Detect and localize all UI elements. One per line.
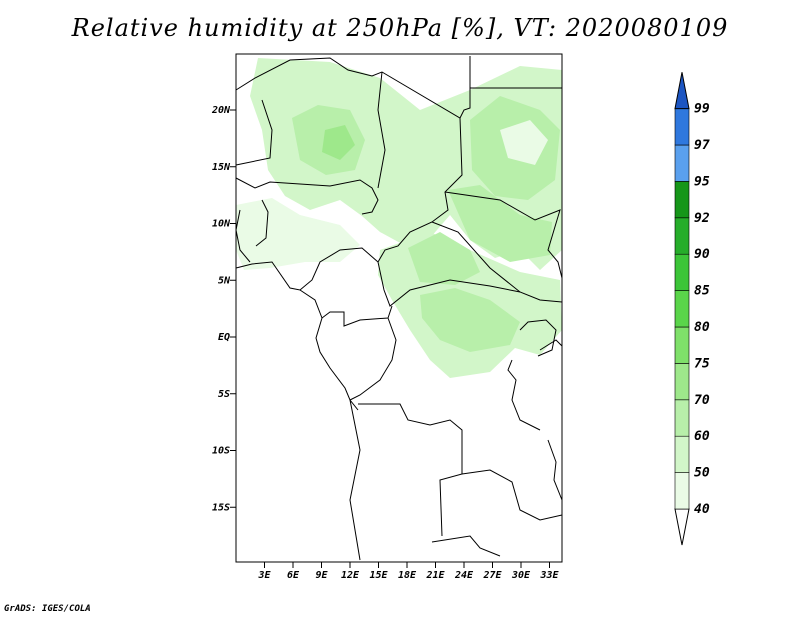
colorbar-label: 99 (694, 102, 710, 117)
lat-label: 5S (218, 389, 230, 400)
lon-label: 6E (287, 570, 300, 581)
latitude-axis: 20N 15N 10N 5N EQ 5S 10S 15S (211, 105, 236, 513)
colorbar-label: 90 (694, 247, 710, 262)
colorbar-label: 60 (694, 429, 710, 444)
colorbar-label: 97 (694, 138, 710, 153)
colorbar-label: 40 (694, 502, 710, 517)
humidity-core-central (408, 232, 480, 285)
grads-credit: GrADS: IGES/COLA (4, 604, 91, 614)
colorbar-label: 95 (694, 174, 710, 189)
colorbar-segment (674, 435, 690, 473)
lon-label: 33E (539, 570, 559, 581)
colorbar-segment (674, 326, 690, 364)
colorbar-lower-arrow (674, 508, 690, 546)
lon-label: 15E (369, 570, 388, 581)
borders (235, 56, 563, 561)
humidity-field (236, 58, 562, 378)
humidity-area-west (236, 198, 360, 270)
colorbar-upper-arrow (674, 72, 690, 110)
lat-label: 15S (212, 502, 230, 513)
lat-label: 20N (211, 105, 231, 116)
lat-label: 5N (218, 275, 231, 286)
colorbar-label: 80 (694, 320, 710, 335)
lat-label: EQ (218, 332, 230, 343)
lon-label: 21E (425, 570, 445, 581)
colorbar-segment (674, 363, 690, 401)
lon-label: 3E (257, 570, 271, 581)
colorbar-segment (674, 144, 690, 182)
map-title: Relative humidity at 250hPa [%], VT: 202… (71, 14, 729, 42)
colorbar-segment (674, 472, 690, 510)
lat-label: 10N (212, 219, 231, 230)
lat-label: 10S (212, 446, 230, 457)
map-frame (235, 53, 563, 563)
lon-label: 12E (341, 570, 360, 581)
longitude-axis: 3E 6E 9E 12E 15E 18E 21E 24E 27E 30E 33E (257, 562, 560, 581)
colorbar-label: 92 (694, 211, 710, 226)
lon-label: 24E (454, 570, 474, 581)
colorbar-label: 70 (694, 393, 710, 408)
colorbar-segment (674, 290, 690, 328)
humidity-core-e (448, 185, 552, 262)
humidity-core-small-2 (500, 120, 548, 165)
colorbar: 40 50 60 70 75 80 85 90 92 95 97 99 (674, 72, 710, 546)
lon-label: 9E (315, 570, 328, 581)
humidity-core-south (420, 288, 520, 352)
colorbar-segment (674, 181, 690, 219)
colorbar-label: 50 (694, 466, 710, 481)
colorbar-label: 85 (694, 284, 710, 299)
colorbar-segment (674, 217, 690, 255)
lon-label: 30E (511, 570, 531, 581)
colorbar-segment (674, 108, 690, 146)
lon-label: 18E (398, 570, 417, 581)
lon-label: 27E (482, 570, 502, 581)
lat-label: 15N (212, 162, 231, 173)
humidity-core-small (322, 125, 355, 160)
colorbar-label: 75 (694, 356, 710, 371)
colorbar-segment (674, 399, 690, 437)
colorbar-segment (674, 253, 690, 291)
